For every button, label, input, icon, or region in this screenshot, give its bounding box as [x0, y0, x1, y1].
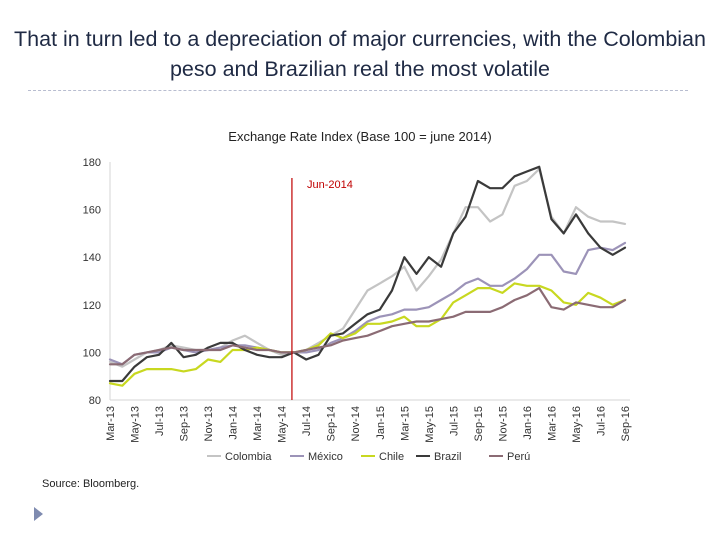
x-tick-label: Sep-15: [473, 406, 485, 441]
x-tick-label: Jan-16: [522, 406, 534, 440]
x-tick-label: May-14: [277, 406, 289, 443]
x-tick-label: Nov-13: [203, 406, 215, 441]
x-tick-label: Mar-15: [399, 406, 411, 441]
slide-title: That in turn led to a depreciation of ma…: [14, 27, 706, 81]
x-tick-label: Nov-14: [350, 406, 362, 441]
series-line-brazil: [108, 165, 627, 383]
x-tick-label: Nov-15: [497, 406, 509, 441]
legend-label: México: [308, 451, 343, 463]
source-note: Source: Bloomberg.: [42, 478, 140, 490]
x-tick-label: Mar-14: [252, 406, 264, 441]
x-tick-label: Jan-15: [375, 406, 387, 440]
x-tick-label: Jul-13: [154, 406, 166, 436]
x-tick-label: Jan-14: [228, 406, 240, 440]
legend-label: Chile: [379, 451, 404, 463]
x-tick-label: Sep-14: [326, 406, 338, 441]
x-tick-label: Sep-13: [179, 406, 191, 441]
legend-label: Brazil: [434, 451, 462, 463]
x-tick-label: Jul-16: [595, 406, 607, 436]
y-tick-label: 160: [83, 205, 101, 217]
x-tick-label: Mar-13: [105, 406, 117, 441]
legend-label: Colombia: [225, 451, 272, 463]
x-tick-label: Mar-16: [546, 406, 558, 441]
corner-arrow-icon: [34, 507, 43, 521]
y-tick-label: 140: [83, 252, 101, 264]
annotation-layer: Jun-2014: [291, 178, 353, 400]
x-tick-label: Sep-16: [620, 406, 632, 441]
series-lines: [108, 165, 627, 387]
legend-label: Perú: [507, 451, 530, 463]
y-tick-label: 120: [83, 300, 101, 312]
y-tick-labels: 80 100 120 140 160 180: [83, 157, 101, 407]
annotation-label: Jun-2014: [307, 179, 353, 191]
y-tick-label: 80: [89, 395, 101, 407]
x-tick-label: May-15: [424, 406, 436, 443]
y-tick-label: 180: [83, 157, 101, 169]
x-tick-label: May-16: [571, 406, 583, 443]
chart-legend: Colombia México Chile Brazil Perú: [207, 451, 530, 463]
x-tick-label: Jul-14: [301, 406, 313, 436]
x-tick-label: May-13: [130, 406, 142, 443]
series-line-chile: [108, 282, 627, 387]
series-line-per: [108, 287, 627, 366]
series-line-mxico: [108, 241, 627, 366]
chart-title: Exchange Rate Index (Base 100 = june 201…: [228, 129, 491, 144]
x-tick-label: Jul-15: [448, 406, 460, 436]
y-tick-label: 100: [83, 347, 101, 359]
x-tick-labels: Mar-13 May-13 Jul-13 Sep-13 Nov-13 Jan-14 Mar-…: [105, 406, 632, 443]
title-divider: [28, 90, 688, 91]
